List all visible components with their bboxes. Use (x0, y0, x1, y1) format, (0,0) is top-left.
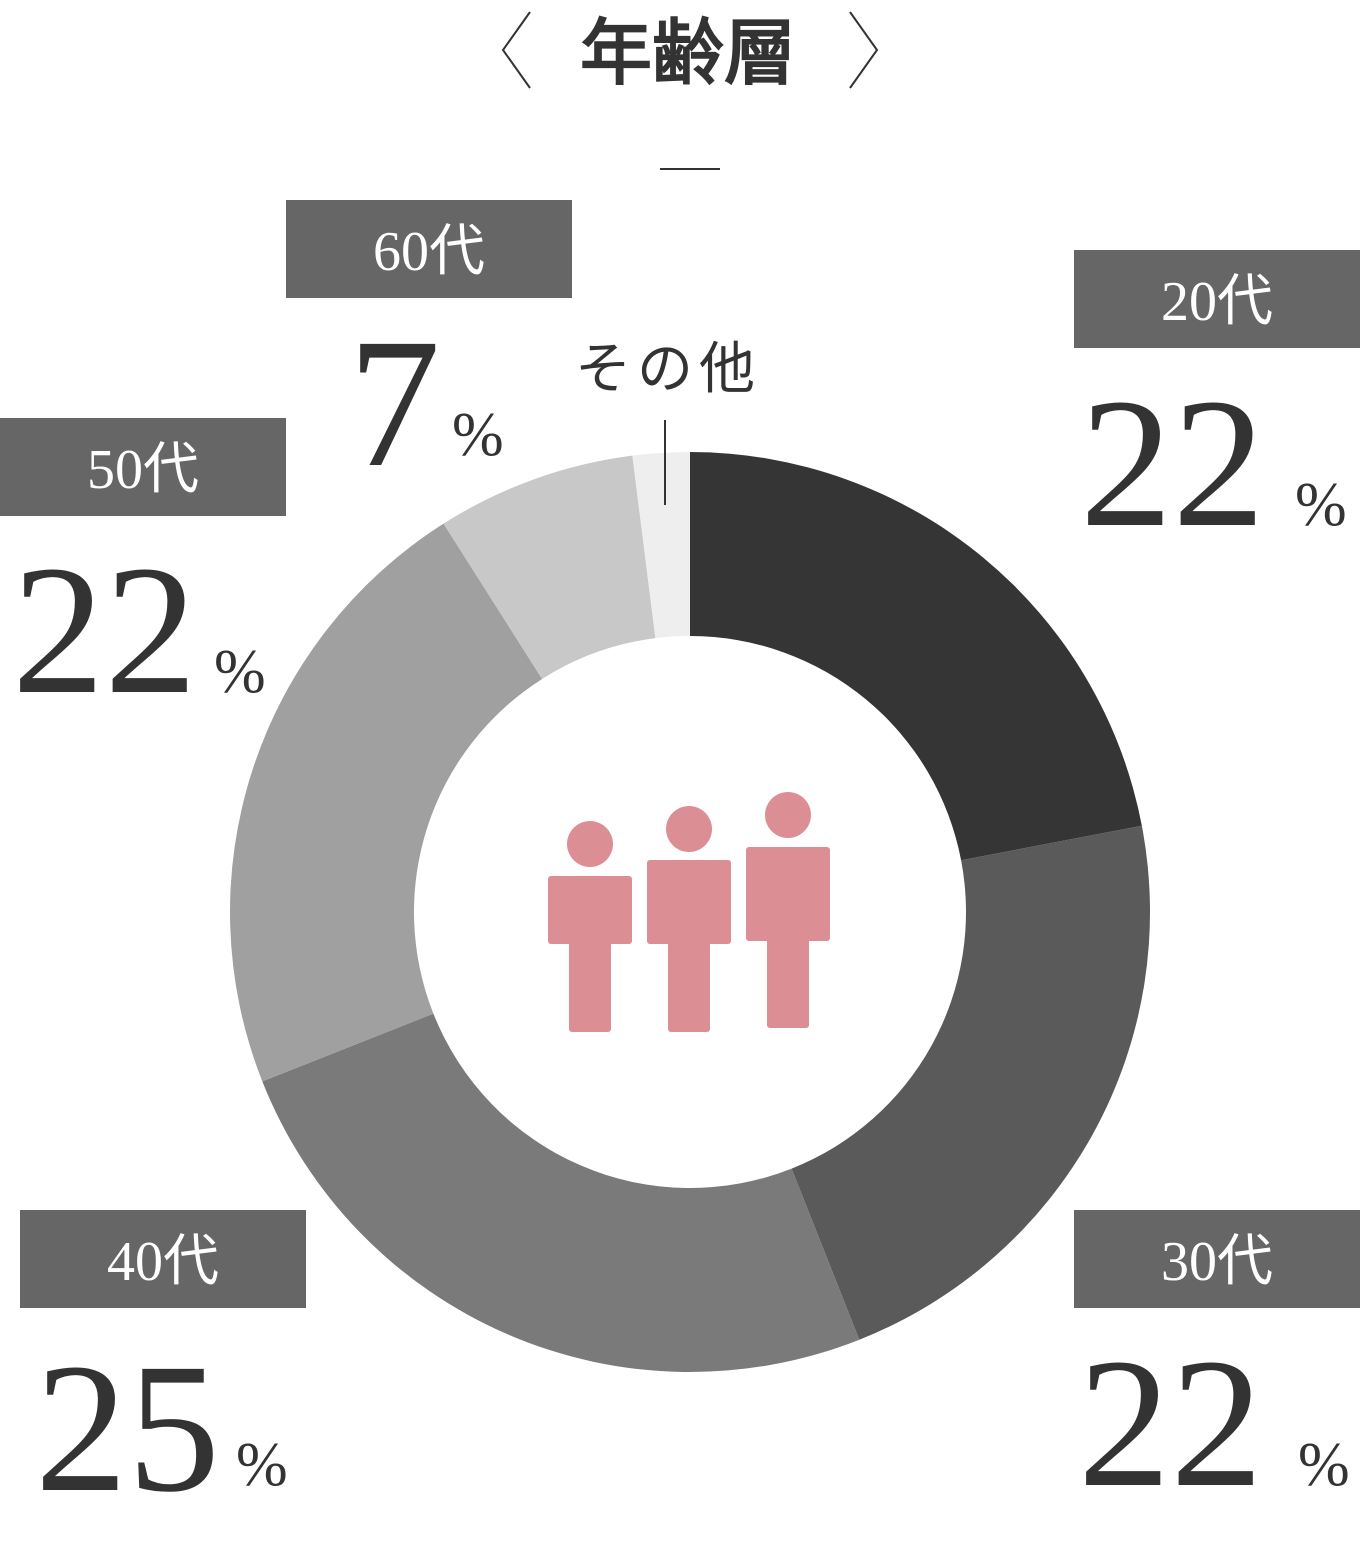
donut-slice (443, 455, 656, 679)
donut-slice (690, 452, 1142, 861)
category-label: 20代 (1161, 271, 1273, 333)
value-unit: % (1295, 471, 1347, 539)
category-label: その他 (575, 339, 761, 401)
value-label: 22 (1080, 361, 1265, 566)
category-label: 40代 (107, 1231, 219, 1293)
donut-slice (632, 452, 690, 639)
donut (230, 452, 1150, 1372)
title-bracket-left (501, 11, 531, 89)
label-box (1074, 1210, 1360, 1308)
donut-slice (230, 523, 543, 1082)
value-label: 25 (35, 1326, 220, 1531)
label-box (286, 200, 572, 298)
value-label: 22 (1078, 1321, 1263, 1526)
category-label: 50代 (87, 439, 199, 501)
value-label: 22 (12, 528, 197, 733)
category-label: 60代 (373, 221, 485, 283)
value-unit: % (236, 1431, 288, 1499)
donut-slice (262, 1013, 860, 1372)
donut-slice (791, 825, 1150, 1340)
label-box (0, 418, 286, 516)
chart-title: 年齢層 (580, 14, 796, 94)
title-bracket-right (849, 11, 879, 89)
label-box (20, 1210, 306, 1308)
value-unit: % (1298, 1431, 1350, 1499)
value-unit: % (214, 638, 266, 706)
value-label: 7 (348, 301, 441, 506)
labels: 20代 22 % 30代 22 % 40代 25 % 50代 22 % 60代 7 % その他 (0, 200, 1360, 1531)
value-unit: % (452, 401, 504, 469)
label-box (1074, 250, 1360, 348)
category-label: 30代 (1161, 1231, 1273, 1293)
people-icon (548, 792, 830, 1032)
